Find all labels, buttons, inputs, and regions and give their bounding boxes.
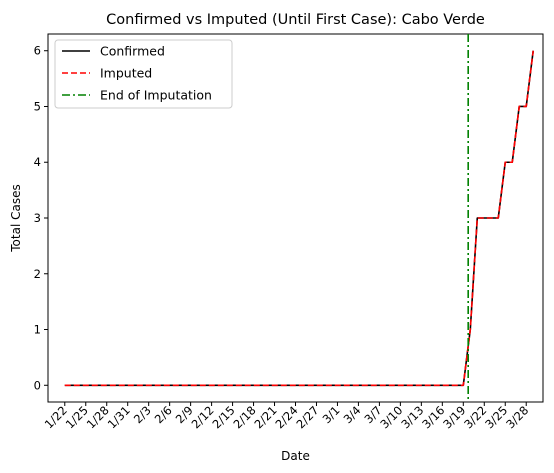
y-tick-label: 3 — [34, 211, 41, 225]
legend: Confirmed Imputed End of Imputation — [54, 39, 233, 109]
series-line-imputed — [64, 50, 535, 387]
x-tick-label: 3/28 — [503, 403, 531, 431]
y-tick-label: 5 — [34, 99, 41, 113]
x-tick-label: 2/6 — [152, 403, 175, 426]
x-axis-label: Date — [281, 449, 310, 463]
chart-title: Confirmed vs Imputed (Until First Case):… — [106, 12, 485, 28]
x-axis-ticks: 1/221/251/281/312/32/62/92/122/152/182/2… — [42, 402, 531, 431]
x-tick-label: 1/31 — [105, 403, 133, 431]
legend-label: Imputed — [100, 66, 152, 81]
y-tick-label: 2 — [34, 267, 41, 281]
legend-box — [54, 39, 233, 109]
y-tick-label: 1 — [34, 323, 41, 337]
series-lines — [64, 34, 535, 402]
y-axis-ticks: 0 1 2 3 4 5 6 — [34, 44, 48, 392]
x-tick-label: 3/4 — [341, 403, 364, 426]
y-tick-label: 0 — [34, 378, 41, 392]
legend-label: End of Imputation — [100, 88, 212, 103]
y-tick-label: 6 — [34, 44, 41, 58]
y-axis-label: Total Cases — [9, 184, 23, 252]
x-tick-label: 3/1 — [320, 403, 343, 426]
y-tick-label: 4 — [34, 155, 41, 169]
x-tick-label: 2/27 — [293, 403, 321, 431]
x-tick-label: 2/3 — [131, 403, 154, 426]
legend-label: Confirmed — [100, 44, 165, 59]
